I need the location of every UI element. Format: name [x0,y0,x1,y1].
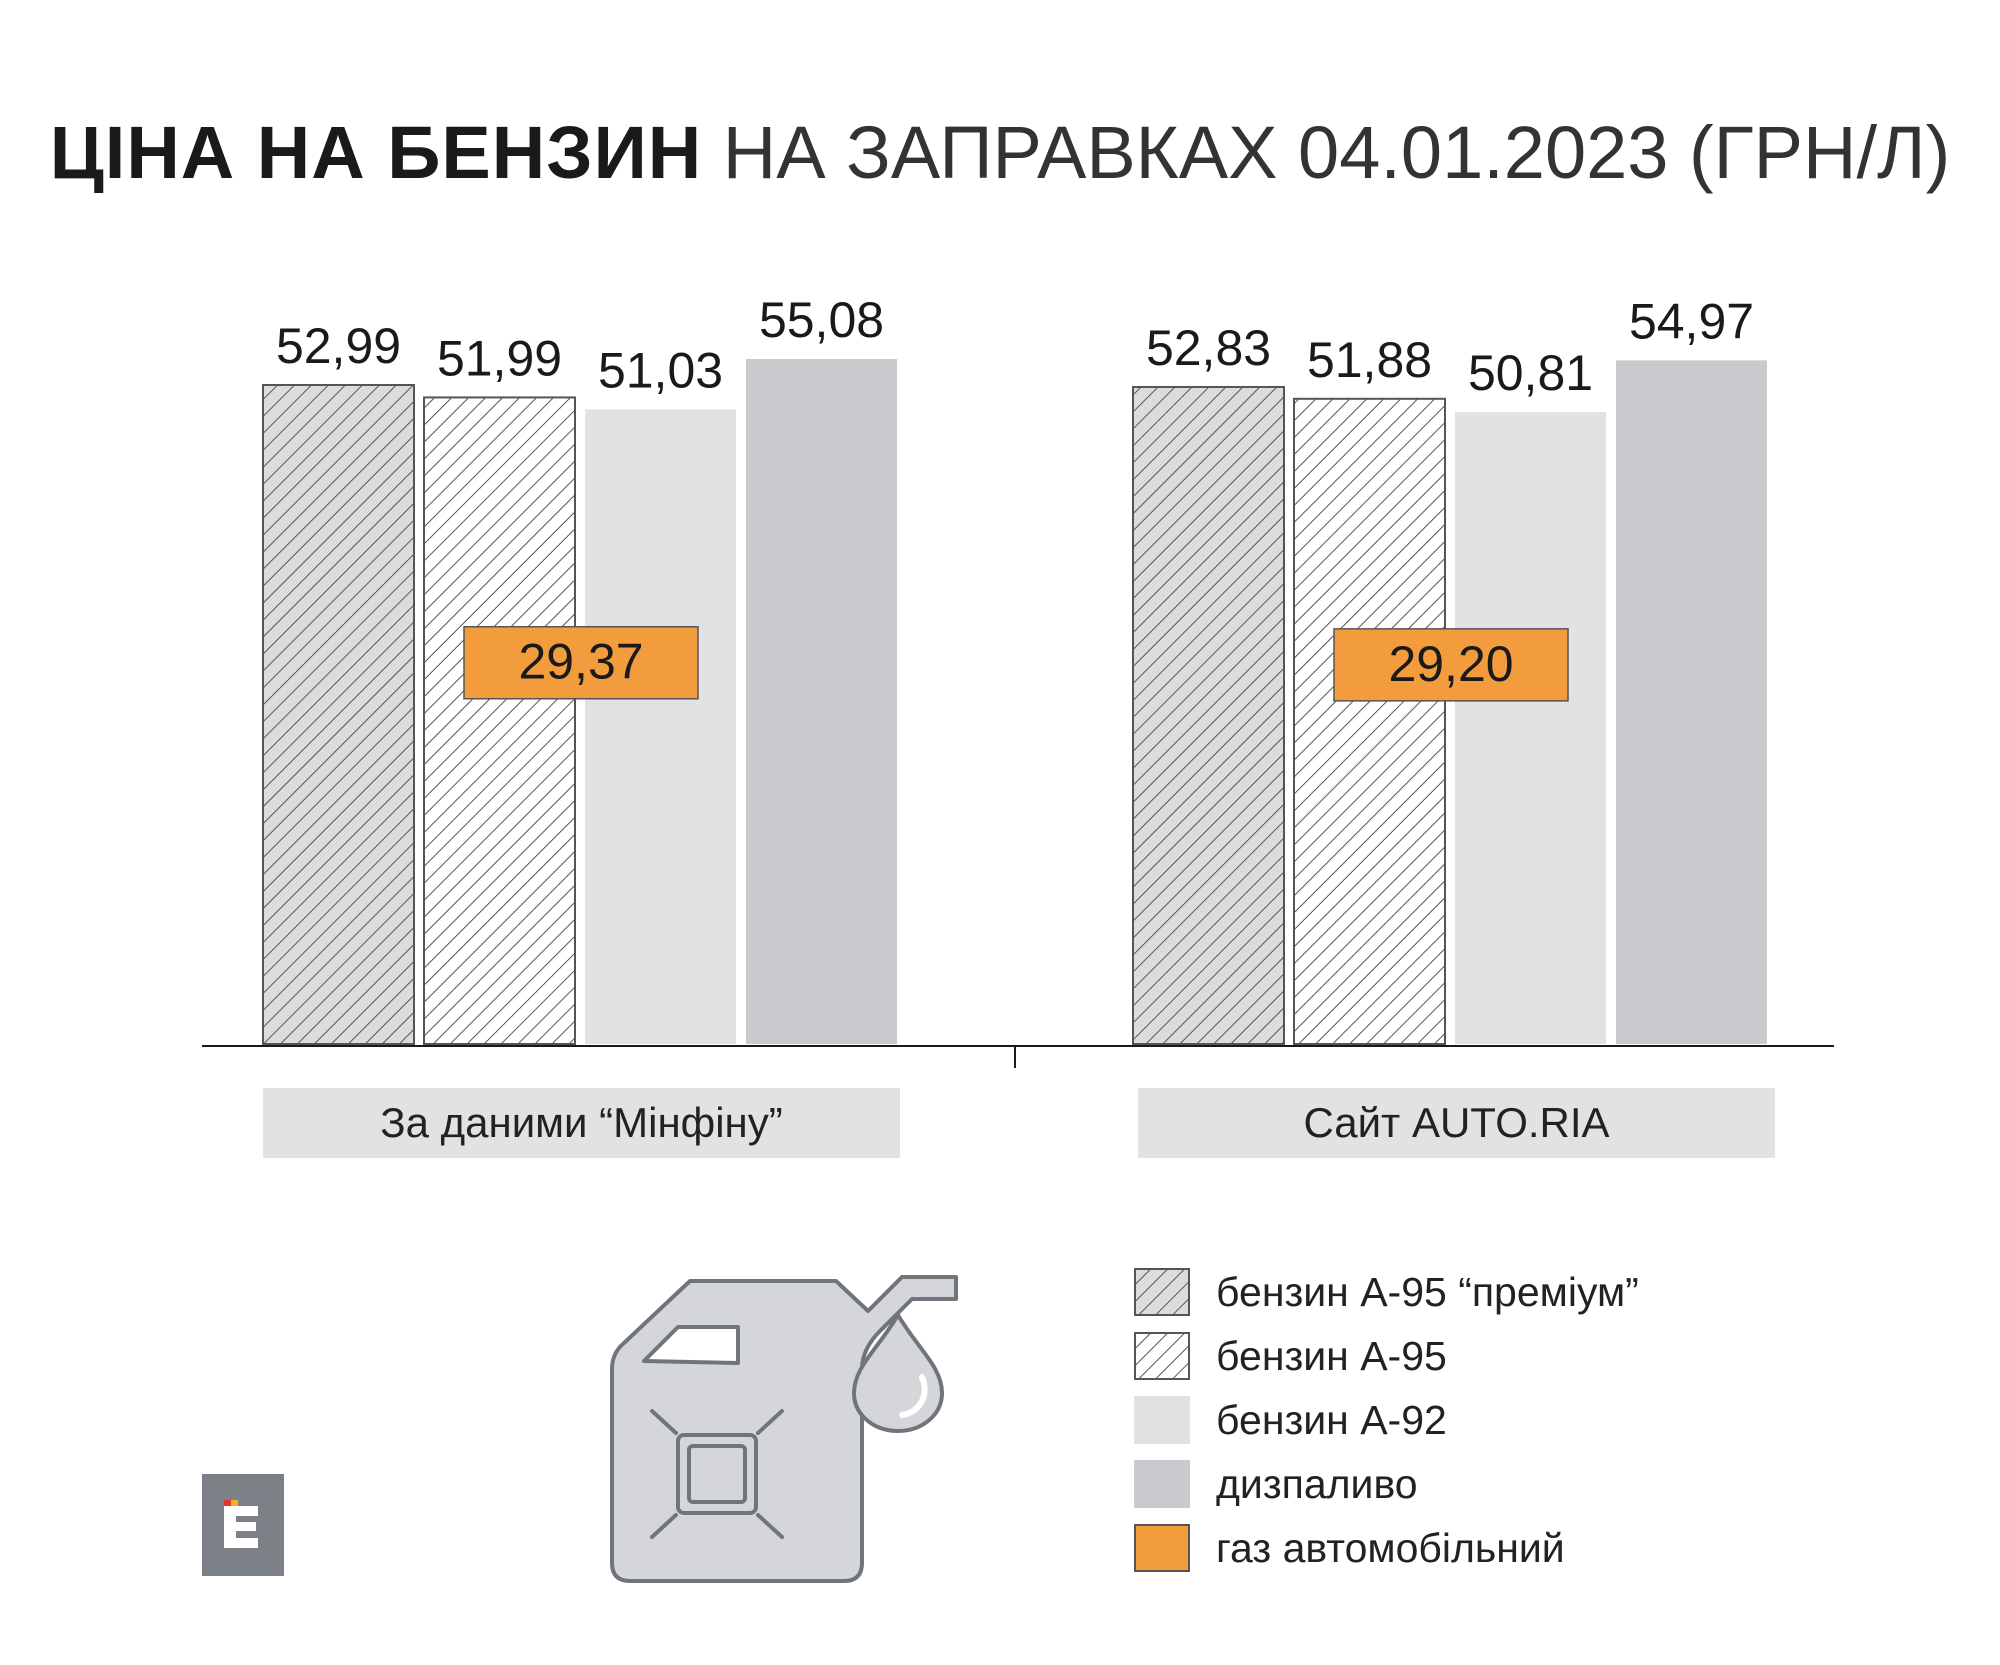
fuel-canister-icon [610,1275,958,1583]
gas-boxes-group: 29,37 29,20 [463,625,1569,702]
value-label-a92-minfin: 51,03 [598,342,723,398]
e-letter-logo-icon [202,1474,284,1576]
bar-diesel-minfin [746,359,897,1044]
legend-label-a95-premium: бензин А-95 “преміум” [1216,1269,1639,1315]
legend-item-autogas: газ автомобільний [1134,1524,1754,1588]
value-label-a92-autoria: 50,81 [1468,345,1593,401]
bars-group [262,359,1767,1046]
bar-a95-premium-autoria [1132,385,1285,1045]
bar-diesel-autoria [1616,360,1767,1044]
chart-title-light: НА ЗАПРАВКАХ 04.01.2023 (ГРН/Л) [722,111,1951,194]
legend-swatch-autogas [1134,1524,1190,1572]
value-label-a95-premium-autoria: 52,83 [1146,320,1271,376]
value-label-autogas-autoria: 29,20 [1388,636,1513,692]
legend-swatch-a92 [1134,1396,1190,1444]
category-label-minfin: За даними “Мінфіну” [263,1088,900,1158]
legend-swatch-a95-premium [1134,1268,1190,1316]
gas-box-autoria [1333,628,1569,702]
value-label-diesel-autoria: 54,97 [1629,293,1754,349]
chart-title-bold: ЦІНА НА БЕНЗИН [49,111,703,194]
legend-label-a95: бензин А-95 [1216,1333,1447,1379]
bar-a92-autoria [1455,412,1606,1045]
gas-box-minfin [463,625,699,700]
value-label-a95-autoria: 51,88 [1307,332,1432,388]
value-label-a95-premium-minfin: 52,99 [276,318,401,374]
bar-a95-minfin [423,396,576,1045]
bar-a95-premium-minfin [262,383,415,1045]
category-label-autoria: Сайт AUTO.RIA [1138,1088,1775,1158]
legend-label-a92: бензин А-92 [1216,1397,1447,1443]
legend-swatch-a95 [1134,1332,1190,1380]
fuel-drop-icon [852,1313,944,1433]
legend-item-diesel: дизпаливо [1134,1460,1754,1524]
legend-item-a95: бензин А-95 [1134,1332,1754,1396]
value-label-diesel-minfin: 55,08 [759,292,884,348]
bar-a95-autoria [1293,397,1446,1046]
value-label-a95-minfin: 51,99 [437,330,562,386]
value-labels-group: 52,99 51,99 51,03 55,08 52,83 51,88 50,81 54,97 [276,292,1754,401]
legend-item-a92: бензин А-92 [1134,1396,1754,1460]
value-label-autogas-minfin: 29,37 [518,634,643,690]
legend: бензин А-95 “преміум” бензин А-95 бензин… [1134,1268,1754,1588]
legend-item-a95-premium: бензин А-95 “преміум” [1134,1268,1754,1332]
bar-a92-minfin [585,409,736,1044]
legend-swatch-diesel [1134,1460,1190,1508]
chart-title: ЦІНА НА БЕНЗИН НА ЗАПРАВКАХ 04.01.2023 (… [0,108,2000,198]
legend-label-autogas: газ автомобільний [1216,1525,1565,1571]
legend-label-diesel: дизпаливо [1216,1461,1418,1507]
